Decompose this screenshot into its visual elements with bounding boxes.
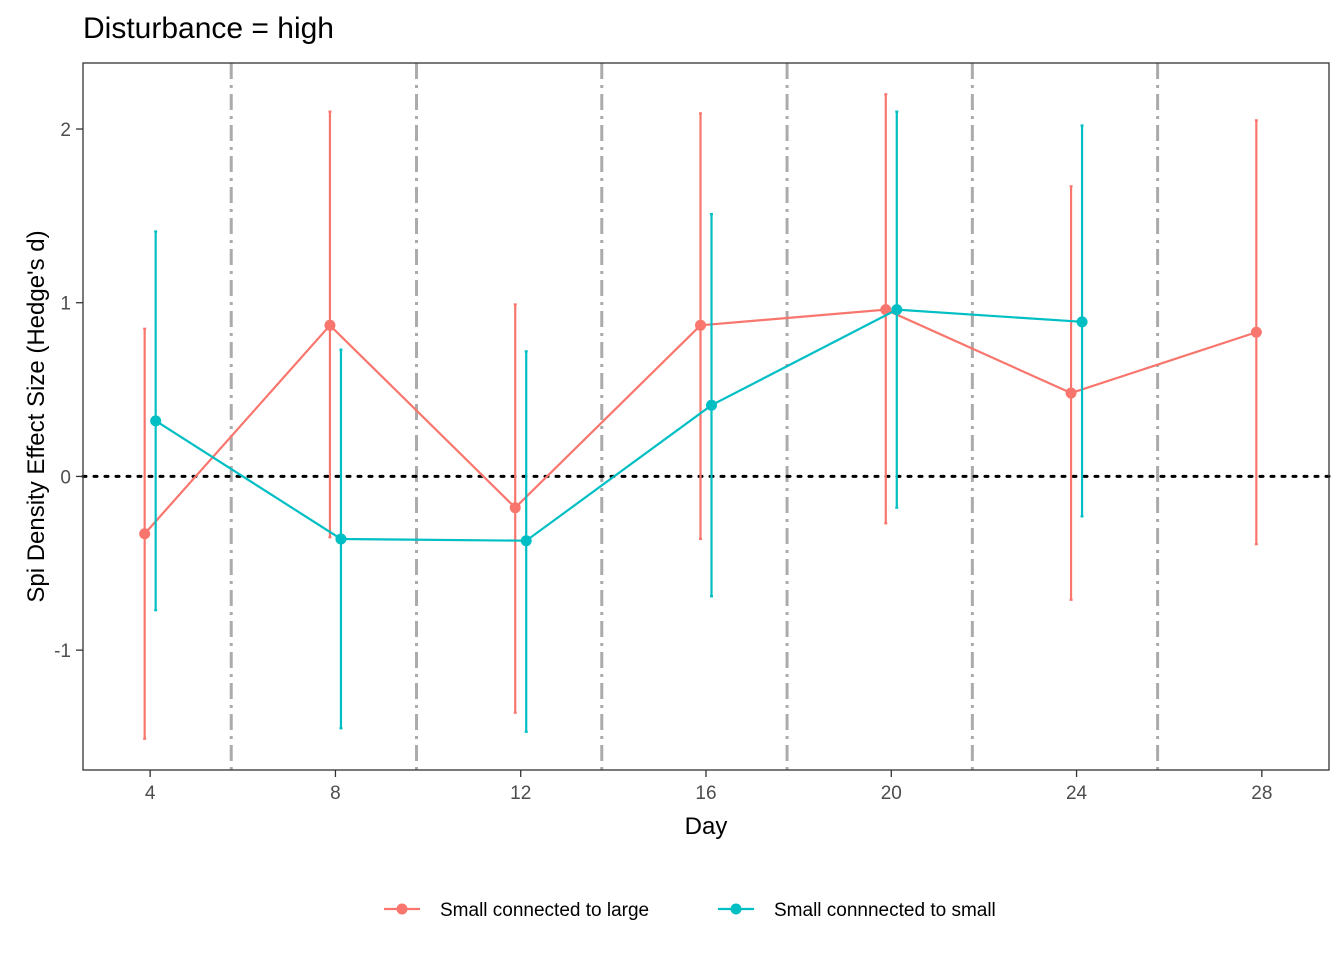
data-point <box>509 502 521 514</box>
legend: Small connected to large Small connnected… <box>384 900 996 921</box>
data-point <box>324 319 336 331</box>
y-tick-label: -1 <box>54 641 71 662</box>
data-point <box>695 319 706 331</box>
data-point <box>520 535 532 547</box>
data-point <box>1250 326 1262 338</box>
data-point <box>335 533 347 545</box>
x-tick-label: 8 <box>330 783 341 804</box>
series-line <box>155 308 1083 542</box>
data-point <box>880 304 892 316</box>
data-point <box>706 399 717 411</box>
x-tick-label: 24 <box>1066 783 1088 804</box>
data-point <box>150 415 162 427</box>
y-tick-label: 1 <box>60 294 71 315</box>
x-tick-label: 4 <box>145 783 156 804</box>
legend-key-point <box>396 903 408 915</box>
data-point <box>139 528 151 540</box>
legend-label: Small connected to large <box>440 900 649 921</box>
legend-label: Small connnected to small <box>774 900 996 921</box>
x-tick-label: 12 <box>510 783 531 804</box>
y-axis-label: Spi Density Effect Size (Hedge's d) <box>23 230 50 602</box>
y-tick-label: 2 <box>60 120 71 141</box>
panel-background <box>83 63 1329 770</box>
data-point <box>1076 316 1088 328</box>
x-tick-label: 16 <box>695 783 716 804</box>
legend-key-point <box>730 903 742 915</box>
x-tick-label: 28 <box>1251 783 1272 804</box>
y-tick-label: 0 <box>60 467 71 488</box>
x-axis-label: Day <box>685 813 728 840</box>
chart-title: Disturbance = high <box>83 12 334 45</box>
x-tick-label: 20 <box>881 783 902 804</box>
data-point <box>1065 387 1077 399</box>
data-point <box>891 304 903 316</box>
